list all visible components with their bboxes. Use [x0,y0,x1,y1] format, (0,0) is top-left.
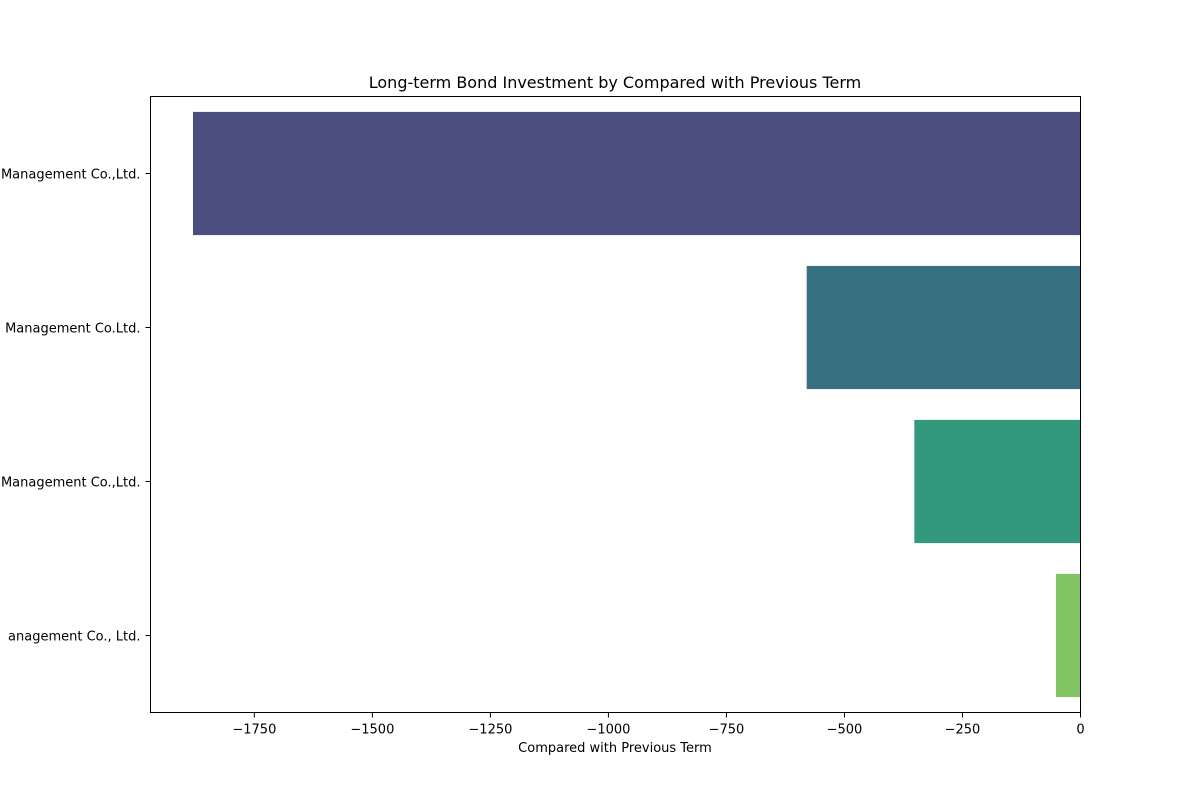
x-tick-label: −250 [945,723,981,738]
y-axis-ticks: Management Co.,Ltd. Management Co.Ltd. Man… [1,168,151,645]
x-tick-label: −1500 [350,723,394,738]
bar-4 [1055,573,1081,698]
chart-title: Long-term Bond Investment by Compared wi… [369,73,861,92]
plot-frame [150,96,1081,713]
bar-2 [806,265,1081,390]
bars-group [192,111,1081,698]
x-axis-ticks: −1750 −1500 −1250 −1000 −750 −500 −250 0 [232,712,1085,738]
x-tick-label: −500 [827,723,863,738]
y-tick-label: Management Co.,Ltd. [1,476,141,491]
x-tick-label: −1250 [468,723,512,738]
x-tick-label: −1750 [232,723,276,738]
x-tick-label: 0 [1076,723,1084,738]
y-tick-label: Management Co.,Ltd. [1,168,141,183]
x-tick-label: −750 [709,723,745,738]
y-tick-label: anagement Co., Ltd. [8,630,140,645]
x-axis-label: Compared with Previous Term [518,741,712,756]
bar-1 [192,111,1081,236]
y-tick-label: Management Co.Ltd. [5,322,140,337]
bar-3 [914,419,1081,544]
x-tick-label: −1000 [586,723,630,738]
